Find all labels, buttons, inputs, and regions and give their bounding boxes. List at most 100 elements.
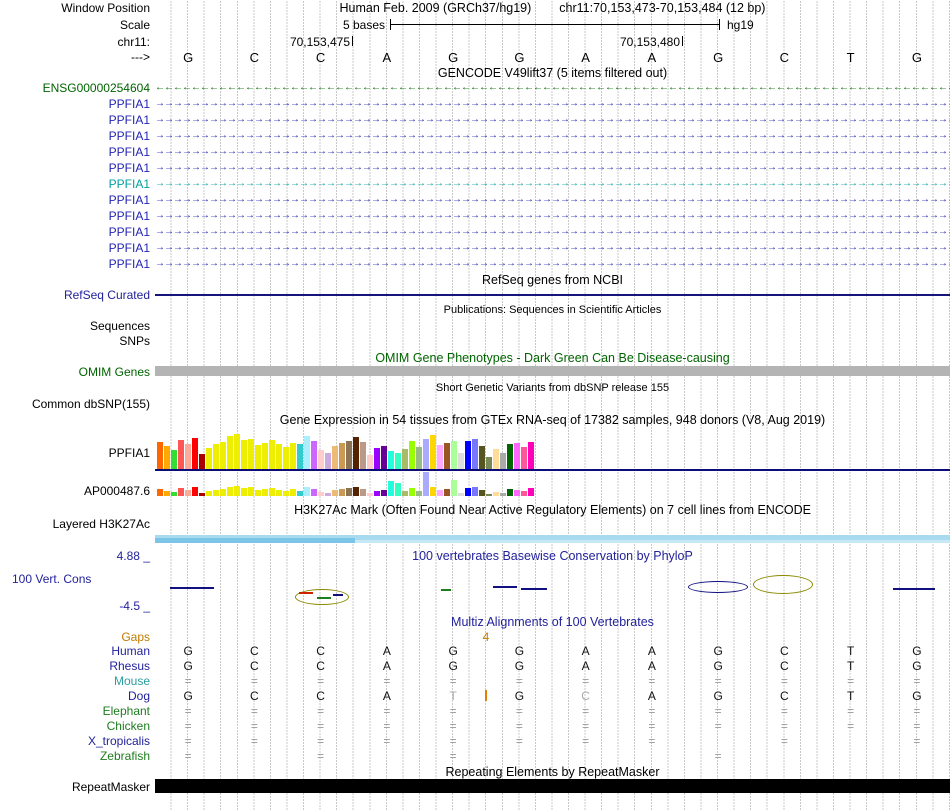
phylop-track-label[interactable]: 100 Vert. Cons (12, 572, 92, 586)
transcript-line[interactable]: →→→→→→→→→→→→→→→→→→→→→→→→→→→→→→→→→→→→→→→→… (155, 114, 950, 125)
gtex-bar (409, 441, 415, 470)
species-label[interactable]: Rhesus (109, 659, 150, 673)
species-label[interactable]: Human (111, 644, 150, 658)
alignment-base: = (383, 674, 391, 688)
gene-label[interactable]: PPFIA1 (108, 225, 150, 239)
omim-genes-label[interactable]: OMIM Genes (78, 365, 150, 379)
species-label[interactable]: Mouse (113, 674, 150, 688)
alignment-base: A (647, 659, 656, 673)
alignment-base: = (648, 719, 656, 733)
species-label[interactable]: X_tropicalis (87, 734, 150, 748)
gtex-bar (507, 489, 513, 496)
gtex-bar (486, 457, 492, 470)
gene-label[interactable]: PPFIA1 (108, 177, 150, 191)
refseq-gene-line[interactable] (155, 294, 950, 296)
alignment-base: T (449, 689, 457, 703)
transcript-line[interactable]: →→→→→→→→→→→→→→→→→→→→→→→→→→→→→→→→→→→→→→→→… (155, 130, 950, 141)
conservation-mark (170, 587, 214, 589)
alignment-base: G (183, 644, 193, 658)
gene-label[interactable]: PPFIA1 (108, 113, 150, 127)
gene-label[interactable]: PPFIA1 (108, 257, 150, 271)
alignment-base (751, 749, 817, 763)
alignment-base: G (514, 689, 525, 703)
alignment-base: A (581, 659, 590, 673)
species-label[interactable]: Dog (127, 689, 150, 703)
refseq-curated-label[interactable]: RefSeq Curated (63, 288, 150, 302)
alignment-base: = (780, 704, 788, 718)
strand-arrow-label: ---> (131, 50, 150, 64)
omim-region-bar[interactable] (155, 366, 950, 376)
alignment-base: = (184, 749, 192, 763)
alignment-base: = (648, 734, 656, 748)
gene-label[interactable]: PPFIA1 (108, 241, 150, 255)
sequences-label[interactable]: Sequences (89, 319, 150, 333)
gene-label[interactable]: PPFIA1 (108, 193, 150, 207)
alignment-base: = (582, 734, 590, 748)
gene-label[interactable]: PPFIA1 (108, 97, 150, 111)
repeatmasker-element-bar[interactable] (155, 779, 950, 793)
gtex-bar (465, 488, 471, 496)
phylop-max-label: 4.88 _ (116, 549, 150, 563)
gene-label[interactable]: PPFIA1 (108, 161, 150, 175)
transcript-line[interactable]: →→→→→→→→→→→→→→→→→→→→→→→→→→→→→→→→→→→→→→→→… (155, 210, 950, 221)
gtex-barchart-ap000487[interactable] (157, 471, 537, 496)
transcript-line[interactable]: →→→→→→→→→→→→→→→→→→→→→→→→→→→→→→→→→→→→→→→→… (155, 226, 950, 237)
alignment-base: = (648, 704, 656, 718)
alignment-base: A (382, 659, 391, 673)
transcript-line[interactable]: →→→→→→→→→→→→→→→→→→→→→→→→→→→→→→→→→→→→→→→→… (155, 146, 950, 157)
gtex-bar (164, 446, 170, 470)
alignment-base: = (184, 674, 192, 688)
gtex-bar (458, 493, 464, 496)
repeatmasker-label[interactable]: RepeatMasker (71, 780, 150, 794)
species-label[interactable]: Elephant (102, 704, 150, 718)
gaps-label[interactable]: Gaps (121, 630, 150, 644)
gtex-bar (283, 491, 289, 496)
transcript-line[interactable]: →→→→→→→→→→→→→→→→→→→→→→→→→→→→→→→→→→→→→→→→… (155, 194, 950, 205)
h3k27ac-signal (155, 540, 950, 543)
snps-label[interactable]: SNPs (119, 334, 150, 348)
gene-label[interactable]: PPFIA1 (108, 145, 150, 159)
transcript-line[interactable]: →→→→→→→→→→→→→→→→→→→→→→→→→→→→→→→→→→→→→→→→… (155, 162, 950, 173)
transcript-line[interactable]: →→→→→→→→→→→→→→→→→→→→→→→→→→→→→→→→→→→→→→→→… (155, 242, 950, 253)
gtex-bar (192, 487, 198, 496)
h3k27ac-label[interactable]: Layered H3K27Ac (52, 517, 150, 531)
gtex-bar (521, 447, 527, 470)
alignment-base: G (183, 659, 193, 673)
gtex-bar (325, 493, 331, 496)
species-label[interactable]: Chicken (106, 719, 150, 733)
transcript-line[interactable]: →→→→→→→→→→→→→→→→→→→→→→→→→→→→→→→→→→→→→→→→… (155, 98, 950, 109)
gtex-bar (269, 488, 275, 496)
gene-label[interactable]: PPFIA1 (108, 209, 150, 223)
gtex-gene1-label[interactable]: PPFIA1 (108, 446, 150, 460)
alignment-base: = (515, 674, 523, 688)
gtex-barchart-ppfia1[interactable] (157, 430, 537, 470)
gtex-gene2-label[interactable]: AP000487.6 (83, 484, 150, 498)
gene-label[interactable]: ENSG00000254604 (42, 81, 150, 95)
gtex-bar (213, 490, 219, 496)
alignment-base: G (713, 689, 723, 703)
gtex-bar (304, 487, 310, 496)
window-position-label: Window Position (61, 1, 150, 15)
alignment-base: = (250, 704, 258, 718)
gtex-bar (255, 490, 261, 496)
ruler-base: C (315, 50, 326, 65)
alignment-base: = (714, 674, 722, 688)
alignment-base: A (581, 644, 590, 658)
species-label[interactable]: Zebrafish (99, 749, 150, 763)
dbsnp-label[interactable]: Common dbSNP(155) (31, 397, 150, 411)
conservation-mark (893, 588, 935, 590)
ruler-base: G (911, 50, 922, 65)
alignment-base (818, 749, 884, 763)
transcript-line[interactable]: →→→→→→→→→→→→→→→→→→→→→→→→→→→→→→→→→→→→→→→→… (155, 178, 950, 189)
gene-label[interactable]: PPFIA1 (108, 129, 150, 143)
gtex-bar (514, 490, 520, 496)
transcript-line[interactable]: →→→→→→→→→→→→→→→→→→→→→→→→→→→→→→→→→→→→→→→→… (155, 258, 950, 269)
conservation-mark (333, 594, 343, 596)
transcript-line[interactable]: ←←←←←←←←←←←←←←←←←←←←←←←←←←←←←←←←←←←←←←←←… (155, 82, 950, 93)
gtex-bar (241, 440, 247, 470)
alignment-base: = (913, 704, 921, 718)
scale-bar (390, 19, 720, 30)
gtex-bar (353, 487, 359, 496)
